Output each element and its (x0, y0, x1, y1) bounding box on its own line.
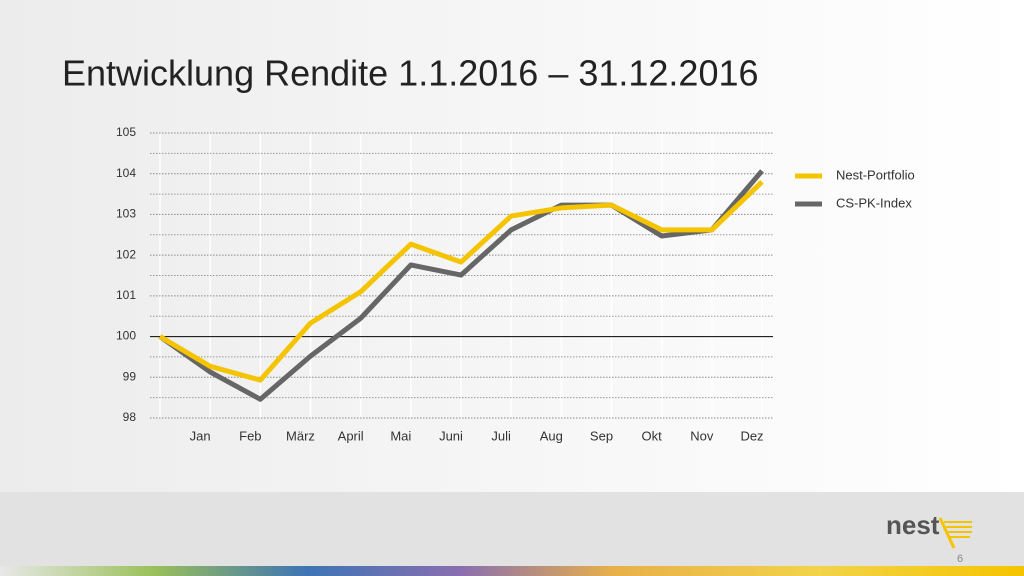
y-tick-label: 105 (116, 125, 136, 139)
y-tick-label: 101 (116, 288, 136, 302)
y-tick-label: 98 (123, 410, 137, 424)
y-tick-label: 103 (116, 207, 136, 221)
page-number: 6 (957, 553, 963, 565)
x-tick-label: April (338, 428, 364, 443)
x-tick-label: Aug (540, 428, 563, 443)
legend-label: CS-PK-Index (836, 195, 912, 210)
logo-mark (938, 517, 972, 549)
color-strip (0, 566, 1024, 576)
y-tick-label: 102 (116, 247, 136, 261)
chart-title: Entwicklung Rendite 1.1.2016 – 31.12.201… (62, 53, 759, 94)
x-tick-label: Juni (439, 428, 463, 443)
x-tick-label: Dez (740, 428, 763, 443)
x-tick-label: Okt (642, 428, 663, 443)
y-tick-label: 104 (116, 166, 136, 180)
x-tick-label: Juli (491, 428, 511, 443)
x-tick-label: Mai (390, 428, 411, 443)
y-tick-label: 100 (116, 329, 136, 343)
y-tick-label: 99 (123, 369, 137, 383)
series-line (158, 169, 764, 402)
x-tick-label: Sep (590, 428, 613, 443)
x-tick-label: Nov (690, 428, 714, 443)
x-tick-label: Feb (239, 428, 261, 443)
legend-label: Nest-Portfolio (836, 167, 915, 182)
series-line (158, 180, 764, 383)
x-tick-label: Jan (190, 428, 211, 443)
footer-band (0, 492, 1024, 566)
x-tick-label: März (286, 428, 315, 443)
logo: nest (886, 510, 940, 540)
